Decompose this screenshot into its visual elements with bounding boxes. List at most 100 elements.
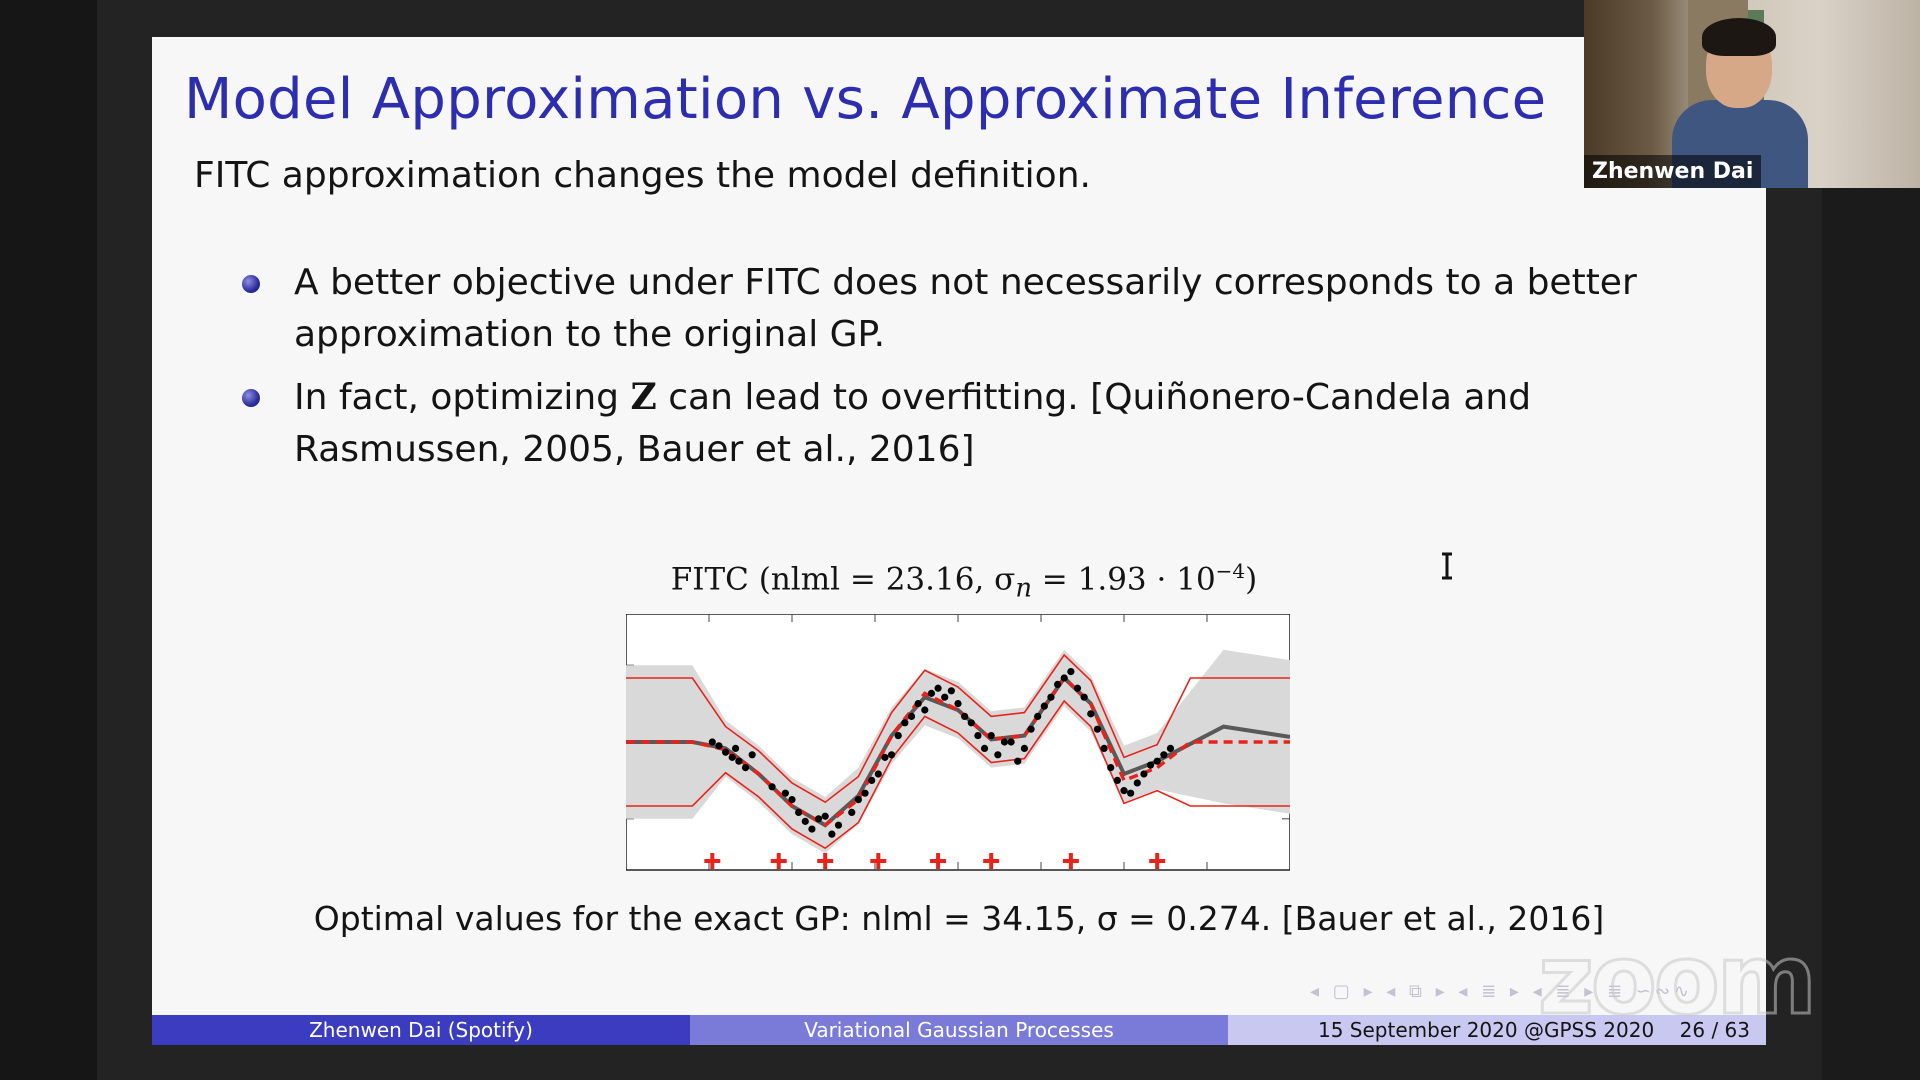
beamer-navigation[interactable]: ◂ ▢ ▸ ◂ ⧉ ▸ ◂ ≣ ▸ ◂ ≣ ▸ ≣ ∽∾∿ <box>1310 981 1694 1002</box>
bold-variable: Z <box>630 376 657 418</box>
data-point <box>722 748 730 756</box>
page-number: 26 / 63 <box>1679 1018 1750 1042</box>
figure-caption: Optimal values for the exact GP: nlml = … <box>313 899 1605 938</box>
data-points <box>708 668 1175 838</box>
data-point <box>1034 712 1042 720</box>
figure-title-part: = 1.93 · 10 <box>1031 561 1216 598</box>
data-point <box>1080 693 1088 701</box>
data-point <box>1087 710 1095 718</box>
footer-date: 15 September 2020 @GPSS 2020 <box>1318 1018 1655 1042</box>
data-point <box>1093 725 1102 733</box>
data-point <box>974 732 982 740</box>
data-point <box>914 700 922 708</box>
data-point <box>941 693 949 701</box>
data-point <box>848 808 856 816</box>
speaker-webcam[interactable]: Zhenwen Dai <box>1584 0 1920 188</box>
data-point <box>808 825 816 833</box>
data-point <box>834 821 843 829</box>
data-point <box>1146 761 1155 769</box>
data-point <box>1014 757 1022 765</box>
figure-title-part: ) <box>1245 561 1258 598</box>
data-point <box>1040 702 1048 710</box>
data-point <box>1107 764 1115 772</box>
bullet-text-start: In fact, optimizing <box>294 377 631 418</box>
data-point <box>901 719 909 727</box>
data-point <box>907 712 916 720</box>
data-point <box>1166 744 1175 752</box>
data-point <box>921 706 929 714</box>
data-point <box>1073 684 1082 692</box>
text-cursor-icon <box>1442 552 1452 580</box>
data-point <box>1007 738 1015 746</box>
zoom-watermark: zoom <box>1537 923 1819 1038</box>
data-point <box>1020 744 1028 752</box>
data-point <box>994 751 1002 759</box>
fitc-lower-bound <box>626 699 1290 850</box>
figure-title: FITC (nlml = 23.16, σn = 1.93 · 10−4) <box>624 559 1304 604</box>
left-dark-strip <box>0 0 97 1080</box>
fitc-figure: FITC (nlml = 23.16, σn = 1.93 · 10−4) <box>624 559 1304 914</box>
data-point <box>821 812 829 820</box>
participant-name-label: Zhenwen Dai <box>1584 155 1762 188</box>
data-point <box>1000 738 1009 746</box>
data-point <box>1133 779 1141 787</box>
data-point <box>715 742 723 750</box>
slide-subtitle: FITC approximation changes the model def… <box>194 155 1091 196</box>
bullet-dot-icon <box>242 389 260 407</box>
fitc-mean <box>626 675 1290 828</box>
data-point <box>1113 776 1121 784</box>
bullet-dot-icon <box>242 275 260 293</box>
data-point <box>1054 680 1062 688</box>
inducing-point-marker <box>870 853 887 869</box>
data-point <box>861 789 869 797</box>
figure-title-sub: n <box>1015 573 1032 604</box>
data-point <box>987 732 995 740</box>
data-point <box>927 689 936 697</box>
inducing-points <box>704 853 1166 869</box>
presentation-slide: Model Approximation vs. Approximate Infe… <box>152 37 1766 1045</box>
data-point <box>795 808 803 816</box>
inducing-point-marker <box>770 853 787 869</box>
data-point <box>814 815 823 823</box>
data-point <box>801 817 809 825</box>
data-point <box>888 751 896 759</box>
slide-title: Model Approximation vs. Approximate Infe… <box>184 67 1547 132</box>
data-point <box>954 700 962 708</box>
slide-footer: Zhenwen Dai (Spotify) Variational Gaussi… <box>152 1015 1766 1045</box>
data-point <box>1067 668 1075 676</box>
footer-talk-title: Variational Gaussian Processes <box>690 1015 1228 1045</box>
inducing-point-marker <box>817 853 834 869</box>
data-point <box>741 764 750 772</box>
figure-title-sup: −4 <box>1215 559 1246 583</box>
bullet-item: A better objective under FITC does not n… <box>232 257 1732 361</box>
speaker-hair <box>1702 18 1776 56</box>
data-point <box>961 712 969 720</box>
data-point <box>828 830 836 838</box>
data-point <box>708 738 716 746</box>
data-point <box>1120 787 1128 795</box>
data-point <box>868 776 876 784</box>
inducing-point-marker <box>930 853 947 869</box>
data-point <box>967 719 975 727</box>
bullet-text: A better objective under FITC does not n… <box>294 262 1637 355</box>
data-point <box>1060 674 1068 682</box>
data-point <box>731 744 740 752</box>
data-point <box>894 732 902 740</box>
inducing-point-marker <box>1149 853 1166 869</box>
data-point <box>735 757 743 765</box>
data-point <box>748 751 756 759</box>
data-point <box>874 770 882 778</box>
data-point <box>881 753 889 761</box>
data-point <box>980 744 989 752</box>
bullet-item: In fact, optimizing Z can lead to overfi… <box>232 371 1732 476</box>
inducing-point-marker <box>704 853 721 869</box>
data-point <box>1140 770 1148 778</box>
data-point <box>1160 751 1168 759</box>
data-point <box>1153 757 1161 765</box>
footer-date-cell: 15 September 2020 @GPSS 2020 26 / 63 <box>1228 1015 1766 1045</box>
data-point <box>1047 693 1055 701</box>
gp-plot <box>626 614 1290 871</box>
bullet-text-end: can lead to overfitting. [Quiñonero-Cand… <box>294 377 1532 470</box>
data-point <box>854 796 862 804</box>
bullet-list: A better objective under FITC does not n… <box>232 257 1732 486</box>
